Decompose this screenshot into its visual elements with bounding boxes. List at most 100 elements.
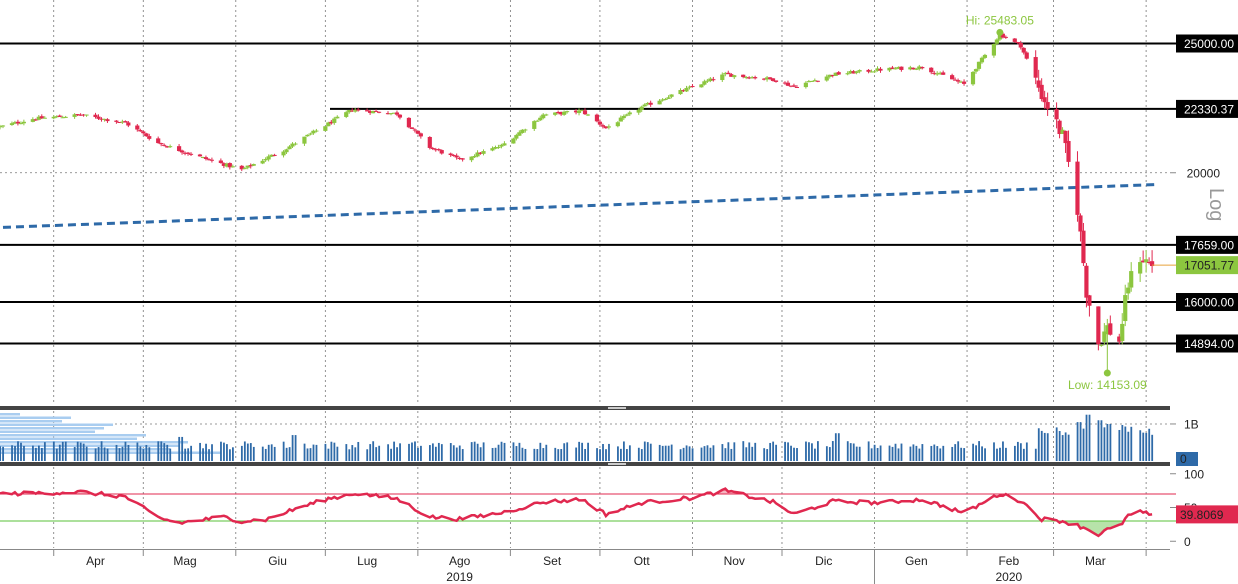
candle-body <box>1033 57 1038 78</box>
candle <box>636 108 641 115</box>
volume-bar <box>566 442 569 461</box>
candle <box>624 113 629 117</box>
candle <box>970 71 976 86</box>
candle-body <box>147 136 152 139</box>
candle-body <box>230 166 235 168</box>
panel-separator[interactable] <box>0 462 1170 466</box>
volume-bar <box>763 448 766 461</box>
candle-body <box>224 163 229 167</box>
volume-bar <box>330 441 333 461</box>
volume-bar <box>345 444 348 461</box>
volume-bar <box>649 443 652 461</box>
candle-body <box>827 74 832 77</box>
volume-bar <box>828 447 831 461</box>
candle <box>478 152 483 155</box>
volume-bar <box>240 445 243 461</box>
candle-body <box>785 82 791 86</box>
volume-bar <box>431 443 434 461</box>
volume-bar <box>417 447 419 461</box>
candle-body <box>911 67 916 70</box>
volume-profile-bar <box>0 434 146 437</box>
candle-body <box>729 74 734 77</box>
candle <box>979 56 985 64</box>
log-scale-label: Log <box>1205 188 1227 221</box>
panel-separator[interactable] <box>0 406 1170 410</box>
candle <box>899 66 904 72</box>
price-axis-tick: 16000.00 <box>1176 293 1238 312</box>
volume-bar <box>960 447 963 461</box>
price-axis-tick: 17659.00 <box>1176 235 1238 254</box>
month-label: Nov <box>724 554 745 568</box>
candle-body <box>353 110 358 112</box>
volume-bar <box>199 442 201 461</box>
candle-body <box>1108 323 1113 335</box>
volume-bar <box>858 446 861 461</box>
candle-body <box>314 130 319 132</box>
volume-bar <box>76 441 79 461</box>
candle-body <box>460 158 465 160</box>
candle-body <box>890 67 895 70</box>
volume-bar <box>623 441 625 461</box>
high-annotation: Hi: 25483.05 <box>966 13 1034 27</box>
candle-body <box>448 153 453 155</box>
volume-bar <box>61 441 64 461</box>
candle <box>744 76 749 80</box>
candle-body <box>206 159 212 161</box>
volume-bar <box>975 445 977 461</box>
volume-bar <box>491 447 494 461</box>
candle <box>266 154 271 162</box>
candle-body <box>308 133 313 135</box>
candle <box>806 79 811 83</box>
candle-body <box>597 121 603 125</box>
candle <box>209 157 215 163</box>
candle <box>335 115 340 119</box>
level-label: 17659.00 <box>1184 238 1234 252</box>
volume-bar <box>1061 435 1064 461</box>
volume-bar <box>396 447 398 461</box>
volume-bar <box>208 449 210 461</box>
volume-bar <box>100 441 103 461</box>
candle-body <box>39 116 44 119</box>
volume-bar <box>181 436 184 461</box>
candle <box>830 74 835 78</box>
separator-grip[interactable] <box>608 463 626 465</box>
candle-body <box>556 112 561 114</box>
candle-body <box>908 67 913 70</box>
candle-body <box>767 77 773 79</box>
volume-bar <box>390 448 392 461</box>
candle-body <box>887 67 892 71</box>
candle <box>326 121 331 127</box>
candle-body <box>293 143 298 145</box>
candle <box>1096 306 1101 351</box>
rsi-panel: 10050039.8069 <box>0 467 1238 549</box>
level-label-box <box>1176 334 1238 353</box>
volume-bar <box>891 446 894 461</box>
candle-body <box>227 163 232 168</box>
candle-body <box>272 154 277 156</box>
separator-grip[interactable] <box>608 407 626 409</box>
candle-body <box>412 129 417 131</box>
candle-body <box>502 143 507 146</box>
candle-body <box>573 110 579 113</box>
candle <box>60 115 65 119</box>
candle-body <box>499 144 504 147</box>
volume-bar <box>1022 448 1025 461</box>
candle-body <box>368 110 373 113</box>
candle <box>618 115 623 122</box>
candle-body <box>935 73 940 75</box>
volume-bar <box>139 446 142 461</box>
candle-body <box>720 74 725 81</box>
candle-body <box>741 74 746 78</box>
volume-bar <box>333 442 336 461</box>
candle-body <box>114 120 119 122</box>
candle <box>809 80 814 82</box>
candle-body <box>514 135 519 139</box>
volume-profile-bar <box>0 441 188 444</box>
volume-profile-bar <box>0 444 179 447</box>
candle-body <box>538 117 543 121</box>
volume-bar <box>539 442 542 461</box>
candle <box>323 126 328 132</box>
volume-bar <box>440 444 443 461</box>
volume-bar <box>628 445 631 461</box>
